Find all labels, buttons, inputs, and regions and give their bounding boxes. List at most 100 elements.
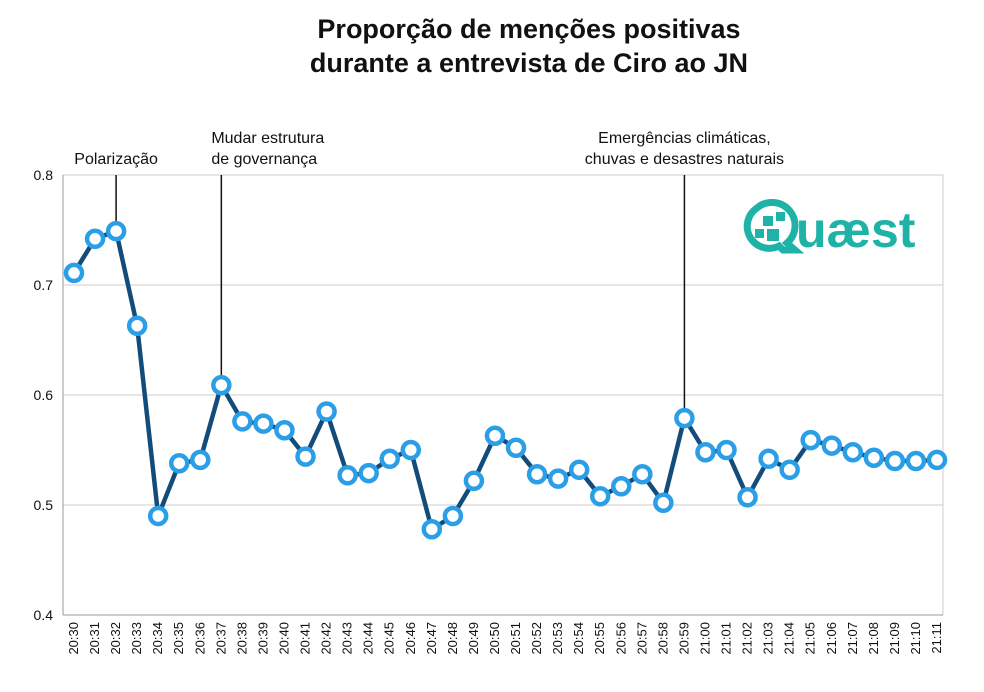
data-point (484, 425, 506, 446)
data-point (232, 411, 253, 432)
data-point (463, 470, 485, 492)
annotation-label: de governança (211, 151, 317, 168)
data-point (442, 505, 464, 527)
annotations: Polarização Mudar estrutura de governança E… (74, 130, 784, 419)
data-point (842, 441, 864, 463)
series-polyline (72, 228, 938, 532)
x-tick-label: 20:48 (445, 622, 460, 655)
x-tick-label: 20:54 (571, 622, 586, 655)
data-point (863, 447, 885, 468)
y-tick-label: 0.8 (34, 167, 54, 183)
logo-square-1 (763, 216, 773, 226)
x-tick-label: 21:03 (761, 622, 776, 655)
data-point (758, 448, 779, 470)
chart-title-line-2: durante a entrevista de Ciro ao JN (309, 48, 749, 78)
quaest-logo: uæst (743, 198, 916, 258)
x-tick-label: 21:00 (697, 622, 712, 655)
x-tick-label: 20:34 (150, 622, 165, 655)
data-point (211, 374, 232, 396)
x-tick-label: 21:05 (803, 622, 818, 655)
data-point (358, 462, 379, 484)
x-tick-label: 20:43 (340, 622, 355, 655)
data-point (632, 463, 653, 485)
data-point (526, 463, 548, 485)
x-tick-label: 20:31 (87, 622, 102, 655)
data-point (295, 446, 316, 467)
data-point (884, 450, 906, 472)
x-tick-label: 20:56 (613, 622, 628, 655)
y-tick-label: 0.6 (34, 387, 54, 403)
gridlines (62, 174, 944, 616)
x-tick-label: 20:33 (129, 622, 144, 655)
data-point (905, 450, 927, 472)
y-tick-label: 0.5 (34, 497, 54, 513)
x-tick-label: 20:59 (676, 622, 691, 655)
data-point (547, 468, 569, 489)
series-line (72, 228, 938, 532)
x-tick-label: 20:52 (529, 622, 544, 655)
data-point (695, 441, 716, 463)
logo-q-ring (743, 198, 805, 254)
data-point (63, 262, 85, 284)
data-point (84, 228, 106, 250)
x-tick-label: 20:40 (276, 622, 291, 655)
data-point (253, 413, 274, 434)
x-tick-label: 20:32 (108, 622, 123, 655)
x-tick-label: 20:46 (403, 622, 418, 655)
data-point (737, 487, 758, 508)
x-axis: 20:30 20:31 20:32 20:33 20:34 20:35 20:36 20:37… (66, 622, 944, 655)
x-tick-label: 20:47 (424, 622, 439, 655)
annotation-label: Emergências climáticas, (598, 130, 771, 147)
data-point (147, 505, 169, 527)
annotation-label: chuvas e desastres naturais (585, 151, 784, 168)
x-tick-label: 21:04 (782, 622, 797, 655)
data-point (821, 435, 843, 456)
x-tick-label: 20:57 (634, 622, 649, 655)
data-point (379, 448, 400, 470)
y-tick-label: 0.4 (34, 607, 54, 623)
x-tick-label: 20:51 (508, 622, 523, 655)
annotation-label: Mudar estrutura (211, 130, 324, 147)
chart-title-line-1: Proporção de menções positivas (317, 14, 741, 44)
data-point (105, 220, 127, 242)
x-tick-label: 21:06 (824, 622, 839, 655)
data-point (589, 485, 611, 507)
data-point (168, 452, 190, 474)
logo-square-4 (767, 229, 779, 241)
data-point (190, 449, 211, 471)
data-point (316, 401, 337, 422)
y-axis: 0.4 0.5 0.6 0.7 0.8 (34, 167, 54, 623)
data-point (653, 492, 674, 514)
data-point (400, 439, 422, 461)
data-point (568, 459, 590, 481)
x-tick-label: 20:45 (382, 622, 397, 655)
data-point (716, 439, 737, 461)
x-tick-label: 20:53 (550, 622, 565, 655)
x-tick-label: 21:10 (908, 622, 923, 655)
data-point (800, 429, 821, 451)
x-tick-label: 20:38 (234, 622, 249, 655)
annotation-label: Polarização (74, 151, 158, 168)
x-tick-label: 20:58 (655, 622, 670, 655)
data-point (926, 449, 948, 471)
x-tick-label: 20:41 (298, 622, 313, 655)
logo-square-2 (776, 212, 785, 221)
x-tick-label: 21:01 (719, 622, 734, 655)
y-tick-label: 0.7 (34, 277, 54, 293)
data-point (337, 465, 358, 486)
x-tick-label: 20:30 (66, 622, 81, 655)
data-point (779, 459, 800, 481)
x-tick-label: 21:02 (740, 622, 755, 655)
data-point (421, 518, 443, 540)
data-point (674, 407, 695, 429)
x-tick-label: 20:50 (487, 622, 502, 655)
data-point (505, 437, 527, 459)
series-points (63, 220, 948, 540)
x-tick-label: 20:37 (213, 622, 228, 655)
x-tick-label: 21:11 (929, 622, 944, 654)
logo-wordmark: uæst (796, 202, 916, 258)
x-tick-label: 20:39 (255, 622, 270, 655)
x-tick-label: 20:49 (466, 622, 481, 655)
x-tick-label: 21:09 (887, 622, 902, 655)
logo-square-3 (755, 229, 764, 238)
